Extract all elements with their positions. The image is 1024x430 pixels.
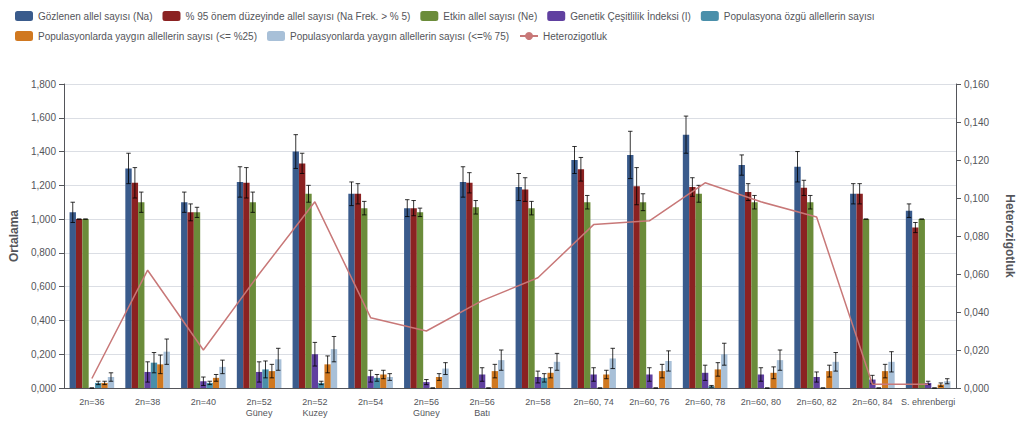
svg-text:Kuzey: Kuzey (302, 408, 328, 418)
svg-text:0,000: 0,000 (964, 383, 989, 394)
svg-text:0,120: 0,120 (964, 155, 989, 166)
svg-text:0,040: 0,040 (964, 307, 989, 318)
svg-text:Batı: Batı (474, 408, 490, 418)
svg-text:2n=58: 2n=58 (525, 397, 550, 407)
svg-text:1,400: 1,400 (31, 146, 56, 157)
svg-text:1,200: 1,200 (31, 180, 56, 191)
svg-text:Populasyonlarda yaygın allelle: Populasyonlarda yaygın allellerin sayısı… (290, 31, 509, 42)
svg-text:0,800: 0,800 (31, 247, 56, 258)
svg-text:2n=56: 2n=56 (469, 397, 494, 407)
svg-text:1,800: 1,800 (31, 79, 56, 90)
svg-text:2n=60, 82: 2n=60, 82 (796, 397, 836, 407)
svg-text:0,020: 0,020 (964, 345, 989, 356)
svg-text:2n=60, 74: 2n=60, 74 (573, 397, 613, 407)
svg-text:2n=36: 2n=36 (79, 397, 104, 407)
svg-text:0,060: 0,060 (964, 269, 989, 280)
svg-text:Gözlenen allel sayısı (Na): Gözlenen allel sayısı (Na) (38, 11, 153, 22)
svg-text:Heterozigotluk: Heterozigotluk (543, 31, 608, 42)
svg-text:2n=60, 84: 2n=60, 84 (852, 397, 892, 407)
svg-text:2n=60, 80: 2n=60, 80 (741, 397, 781, 407)
svg-text:Ortalama: Ortalama (7, 210, 21, 262)
svg-text:0,080: 0,080 (964, 231, 989, 242)
svg-text:Populasyona özgü allellerin sa: Populasyona özgü allellerin sayısı (724, 11, 875, 22)
svg-text:2n=54: 2n=54 (358, 397, 383, 407)
svg-text:1,000: 1,000 (31, 214, 56, 225)
svg-text:0,160: 0,160 (964, 79, 989, 90)
svg-text:Güney: Güney (413, 408, 440, 418)
svg-text:S. ehrenbergi: S. ehrenbergi (901, 397, 955, 407)
svg-text:0,000: 0,000 (31, 383, 56, 394)
svg-text:0,100: 0,100 (964, 193, 989, 204)
svg-text:0,140: 0,140 (964, 117, 989, 128)
svg-text:0,600: 0,600 (31, 281, 56, 292)
svg-text:% 95 önem düzeyinde allel sayı: % 95 önem düzeyinde allel sayısı (Na Fre… (185, 11, 410, 22)
svg-text:2n=52: 2n=52 (246, 397, 271, 407)
svg-text:1,600: 1,600 (31, 112, 56, 123)
svg-text:2n=56: 2n=56 (414, 397, 439, 407)
svg-text:Genetik Çeşitlilik İndeksi (I): Genetik Çeşitlilik İndeksi (I) (570, 10, 691, 22)
svg-text:0,200: 0,200 (31, 349, 56, 360)
svg-text:2n=52: 2n=52 (302, 397, 327, 407)
svg-text:0,400: 0,400 (31, 315, 56, 326)
svg-text:2n=40: 2n=40 (191, 397, 216, 407)
svg-text:2n=60, 78: 2n=60, 78 (685, 397, 725, 407)
svg-text:2n=60, 76: 2n=60, 76 (629, 397, 669, 407)
svg-text:Etkin allel sayısı (Ne): Etkin allel sayısı (Ne) (443, 11, 537, 22)
svg-text:Populasyonlarda yaygın allelle: Populasyonlarda yaygın allellerin sayısı… (38, 31, 257, 42)
svg-text:Heterozigotluk: Heterozigotluk (1003, 194, 1017, 278)
svg-text:Güney: Güney (246, 408, 273, 418)
svg-text:2n=38: 2n=38 (135, 397, 160, 407)
